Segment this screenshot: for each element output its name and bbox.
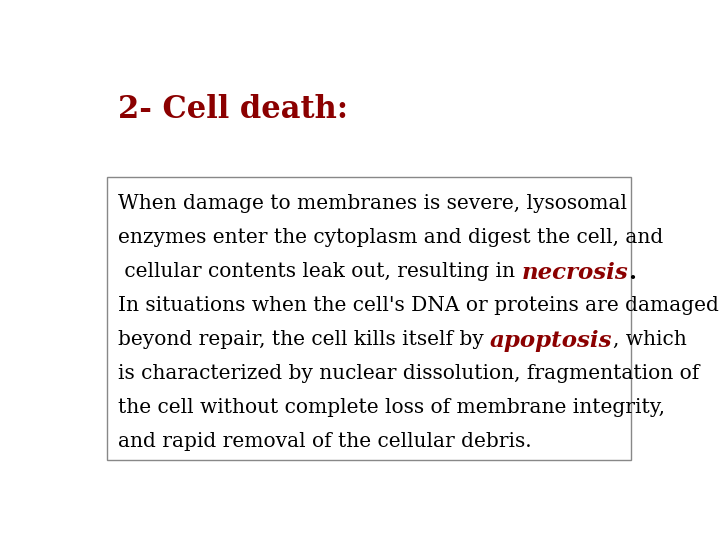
Text: enzymes enter the cytoplasm and digest the cell, and: enzymes enter the cytoplasm and digest t… (118, 228, 663, 247)
Text: , which: , which (613, 330, 686, 349)
Text: 2- Cell death:: 2- Cell death: (118, 94, 348, 125)
Text: the cell without complete loss of membrane integrity,: the cell without complete loss of membra… (118, 399, 665, 417)
Text: beyond repair, the cell kills itself by: beyond repair, the cell kills itself by (118, 330, 490, 349)
Text: In situations when the cell's DNA or proteins are damaged: In situations when the cell's DNA or pro… (118, 296, 719, 315)
FancyBboxPatch shape (107, 177, 631, 460)
Text: is characterized by nuclear dissolution, fragmentation of: is characterized by nuclear dissolution,… (118, 364, 699, 383)
Text: cellular contents leak out, resulting in: cellular contents leak out, resulting in (118, 262, 521, 281)
Text: apoptosis: apoptosis (490, 330, 613, 352)
Text: When damage to membranes is severe, lysosomal: When damage to membranes is severe, lyso… (118, 194, 627, 213)
Text: .: . (628, 262, 636, 284)
Text: and rapid removal of the cellular debris.: and rapid removal of the cellular debris… (118, 433, 531, 451)
Text: necrosis: necrosis (521, 262, 628, 284)
